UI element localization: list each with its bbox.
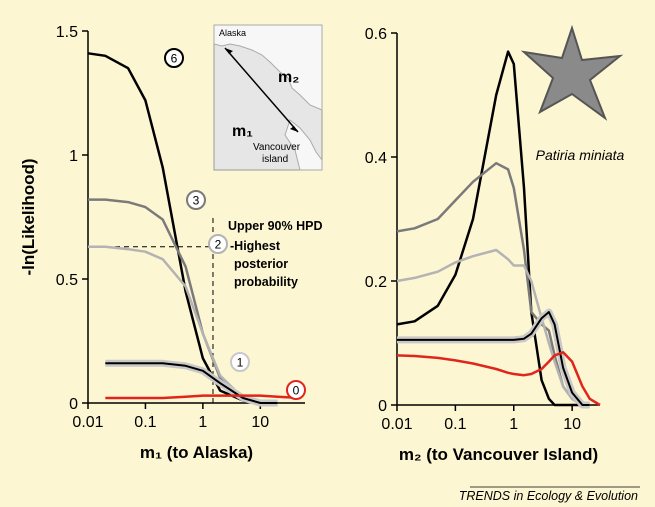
y-axis-label: -ln(Likelihood)	[19, 158, 38, 275]
series-marker	[208, 234, 228, 254]
map-label: Vancouver	[253, 142, 301, 153]
y-tick-label: 0	[69, 396, 78, 413]
hpd-note: posterior	[234, 257, 288, 271]
hpd-note: -Highest	[230, 239, 281, 253]
arrowhead	[225, 48, 233, 54]
x-tick-label: 1	[198, 414, 207, 431]
map-label: island	[262, 154, 288, 165]
x-tick-label: 10	[251, 414, 269, 431]
y-tick-label: 1	[69, 148, 78, 165]
line	[105, 362, 278, 404]
series-marker	[286, 380, 306, 400]
x-tick-label: 0.01	[381, 416, 412, 433]
series-label: 0	[293, 384, 300, 398]
arrow-m1	[224, 47, 299, 133]
map-label: m₂	[278, 69, 299, 86]
series-label: 6	[171, 52, 178, 66]
x-axis-label: m₂ (to Vancouver Island)	[399, 445, 598, 464]
line	[396, 248, 590, 407]
hpd-label: Upper 90% HPD	[228, 219, 322, 233]
x-tick-label: 1	[509, 416, 518, 433]
series-marker	[186, 190, 206, 210]
line	[105, 394, 301, 400]
species-label: Patiria miniata	[536, 147, 625, 163]
line	[396, 50, 590, 407]
line	[397, 311, 590, 406]
x-tick-label: 0.01	[72, 414, 103, 431]
hpd-note: probability	[234, 275, 298, 289]
line	[396, 351, 601, 407]
y-tick-label: 1.5	[56, 24, 78, 41]
x-tick-label: 0.1	[134, 414, 156, 431]
map-sea	[213, 24, 323, 111]
y-tick-label: 0.6	[365, 26, 387, 43]
y-tick-label: 0	[378, 398, 387, 415]
y-tick-label: 0.4	[365, 150, 387, 167]
map-inset: Alaska m₂ m₁ Vancouver island	[213, 24, 323, 171]
map-label: m₁	[232, 123, 253, 140]
series-marker	[164, 48, 184, 68]
series-label: 2	[215, 238, 222, 252]
x-axis-label: m₁ (to Alaska)	[140, 443, 253, 462]
y-tick-label: 0.5	[56, 272, 78, 289]
map-island	[284, 119, 323, 171]
x-tick-label: 0.1	[444, 416, 466, 433]
footer: TRENDS in Ecology & Evolution	[459, 489, 638, 503]
x-tick-label: 10	[563, 416, 581, 433]
arrowhead	[290, 126, 298, 132]
series-marker	[230, 352, 250, 372]
starfish	[520, 24, 624, 121]
series-label: 3	[193, 194, 200, 208]
map-label: Alaska	[219, 28, 246, 38]
series-label: 1	[237, 356, 244, 370]
y-tick-label: 0.2	[365, 274, 387, 291]
